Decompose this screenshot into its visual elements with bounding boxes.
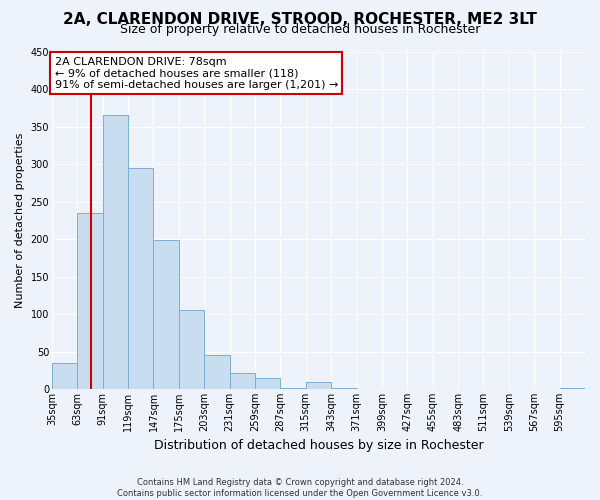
- Bar: [204, 356, 230, 389]
- Bar: [154, 240, 179, 389]
- Bar: [52, 363, 77, 389]
- Bar: [255, 378, 280, 389]
- Bar: [179, 310, 204, 389]
- Bar: [306, 382, 331, 389]
- Y-axis label: Number of detached properties: Number of detached properties: [15, 132, 25, 308]
- Bar: [230, 372, 255, 389]
- Text: Size of property relative to detached houses in Rochester: Size of property relative to detached ho…: [120, 22, 480, 36]
- Text: 2A, CLARENDON DRIVE, STROOD, ROCHESTER, ME2 3LT: 2A, CLARENDON DRIVE, STROOD, ROCHESTER, …: [63, 12, 537, 28]
- Bar: [280, 388, 306, 389]
- Text: Contains HM Land Registry data © Crown copyright and database right 2024.
Contai: Contains HM Land Registry data © Crown c…: [118, 478, 482, 498]
- Bar: [77, 213, 103, 389]
- Bar: [128, 168, 154, 389]
- Text: 2A CLARENDON DRIVE: 78sqm
← 9% of detached houses are smaller (118)
91% of semi-: 2A CLARENDON DRIVE: 78sqm ← 9% of detach…: [55, 56, 338, 90]
- X-axis label: Distribution of detached houses by size in Rochester: Distribution of detached houses by size …: [154, 440, 483, 452]
- Bar: [331, 388, 356, 389]
- Bar: [560, 388, 585, 389]
- Bar: [103, 116, 128, 389]
